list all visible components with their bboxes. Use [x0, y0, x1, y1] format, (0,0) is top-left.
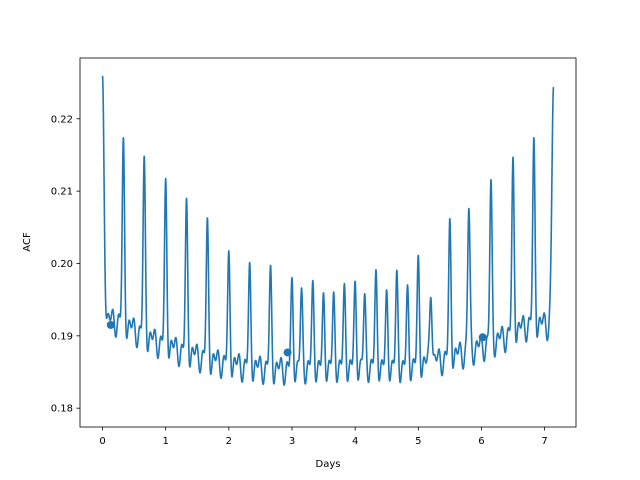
highlight-point [106, 320, 115, 329]
y-tick-label: 0.18 [51, 404, 73, 415]
y-tick-label: 0.19 [51, 331, 73, 342]
y-axis: 0.18 0.19 0.20 0.21 0.22 [51, 114, 80, 415]
x-tick-label: 0 [99, 436, 105, 447]
y-tick-label: 0.21 [51, 187, 73, 198]
highlight-point [283, 348, 292, 357]
x-tick-label: 4 [352, 436, 358, 447]
x-tick-label: 5 [415, 436, 421, 447]
marker-layer [106, 320, 487, 357]
x-tick-label: 3 [289, 436, 295, 447]
y-tick-label: 0.22 [51, 114, 73, 125]
x-tick-label: 7 [541, 436, 547, 447]
series-layer [101, 75, 555, 386]
acf-series-line [101, 75, 555, 386]
x-axis: 0 1 2 3 4 5 6 7 [99, 427, 548, 447]
highlight-point [478, 333, 487, 342]
plot-frame [79, 57, 577, 428]
y-tick-label: 0.20 [51, 259, 73, 270]
y-axis-label: ACF [22, 232, 33, 252]
x-tick-label: 2 [226, 436, 232, 447]
x-tick-label: 1 [163, 436, 169, 447]
x-tick-label: 6 [478, 436, 484, 447]
x-axis-label: Days [316, 459, 341, 470]
